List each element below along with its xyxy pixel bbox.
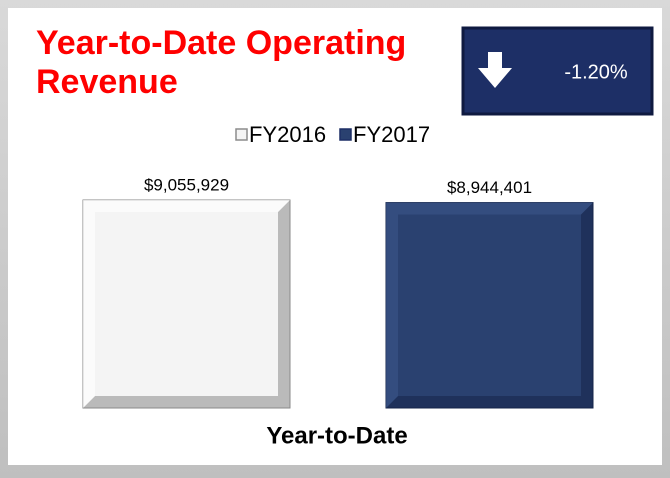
legend-swatch: [235, 128, 248, 141]
change-badge: -1.20%: [461, 26, 654, 116]
value-label: $8,944,401: [447, 178, 532, 197]
legend-swatch: [339, 128, 352, 141]
down-arrow-icon: [478, 52, 512, 88]
bar: [82, 199, 291, 409]
legend-label: FY2017: [353, 122, 430, 147]
chart-title: Year-to-Date Operating Revenue: [36, 24, 407, 101]
value-label: $9,055,929: [144, 175, 229, 194]
legend-label: FY2016: [249, 122, 326, 147]
change-value: -1.20%: [564, 61, 628, 83]
x-tick-label: Year-to-Date: [266, 422, 407, 449]
bar: [385, 202, 594, 409]
